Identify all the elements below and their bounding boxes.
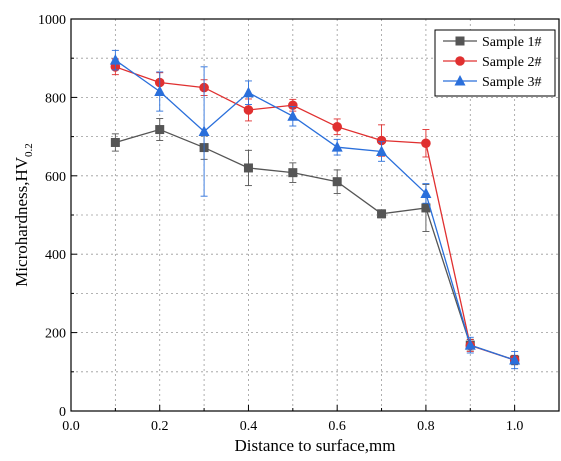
data-point <box>155 125 165 135</box>
y-tick-label: 800 <box>45 91 66 106</box>
y-tick-label: 600 <box>45 170 66 185</box>
legend-marker <box>455 56 465 66</box>
data-point <box>110 137 120 147</box>
x-tick-label: 0.8 <box>417 419 435 434</box>
y-axis-title-subscript: 0.2 <box>23 143 35 157</box>
x-tick-label: 1.0 <box>506 419 524 434</box>
legend-marker <box>454 75 466 86</box>
data-point <box>242 86 254 98</box>
data-point <box>332 177 342 187</box>
y-tick-label: 200 <box>45 327 66 342</box>
legend-label: Sample 1# <box>482 35 542 50</box>
data-point <box>243 163 253 173</box>
series-line <box>115 128 515 361</box>
y-tick-label: 1000 <box>38 13 66 28</box>
data-point <box>332 122 342 132</box>
series-line <box>114 59 515 361</box>
series-3 <box>109 49 521 370</box>
legend-label: Sample 2# <box>482 55 542 70</box>
data-point <box>376 135 387 146</box>
y-tick-label: 0 <box>59 405 66 420</box>
data-point <box>376 145 388 156</box>
series-layer <box>109 49 521 370</box>
x-tick-label: 0.6 <box>328 419 346 434</box>
legend-label: Sample 3# <box>482 75 542 90</box>
data-point <box>243 105 254 115</box>
data-point <box>154 85 166 97</box>
y-axis-title: Microhardness,HV0.2 <box>12 143 35 287</box>
axis-ticks: 0.0 0.2 0.4 0.6 0.8 1.0 0 200 400 600 800 1000 <box>38 13 523 434</box>
data-point <box>420 187 432 198</box>
legend: Sample 1# Sample 2# Sample 3# <box>434 29 556 97</box>
y-axis-title-main: Microhardness,HV <box>12 156 31 287</box>
data-point <box>464 339 476 350</box>
y-tick-label: 400 <box>45 248 66 263</box>
data-point <box>287 110 299 121</box>
x-tick-label: 0.0 <box>62 419 80 434</box>
series-line <box>115 66 515 361</box>
x-tick-label: 0.2 <box>151 419 169 434</box>
data-point <box>288 100 298 111</box>
data-point <box>288 168 298 178</box>
data-point <box>331 141 343 152</box>
data-point <box>109 54 121 65</box>
data-point <box>377 209 387 219</box>
x-tick-label: 0.4 <box>240 419 258 434</box>
data-point <box>421 138 431 149</box>
data-point <box>198 125 210 137</box>
data-point <box>509 354 521 365</box>
legend-marker <box>455 36 465 46</box>
x-axis-title: Distance to surface,mm <box>235 436 396 455</box>
data-point <box>421 203 431 213</box>
